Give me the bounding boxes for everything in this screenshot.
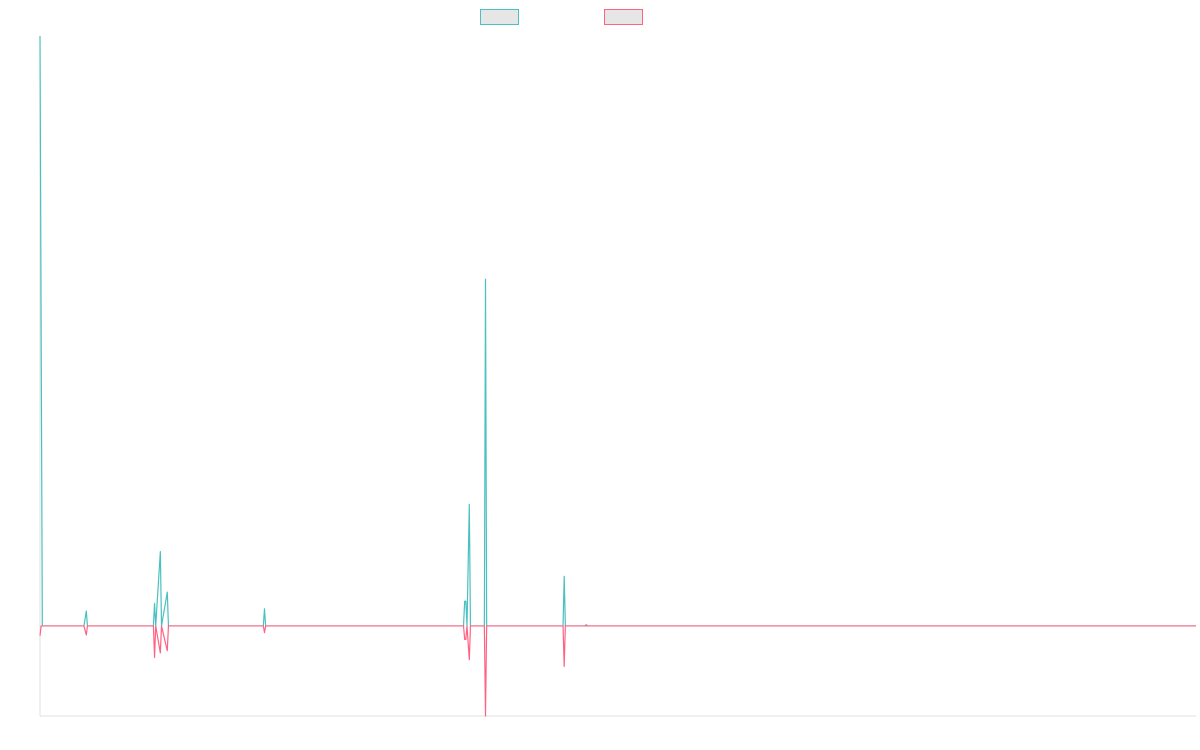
series-line-1 bbox=[39, 35, 1196, 627]
series-line-2 bbox=[39, 625, 1196, 717]
legend-swatch-series-1[interactable] bbox=[480, 9, 519, 25]
legend-swatch-series-2[interactable] bbox=[604, 9, 643, 25]
